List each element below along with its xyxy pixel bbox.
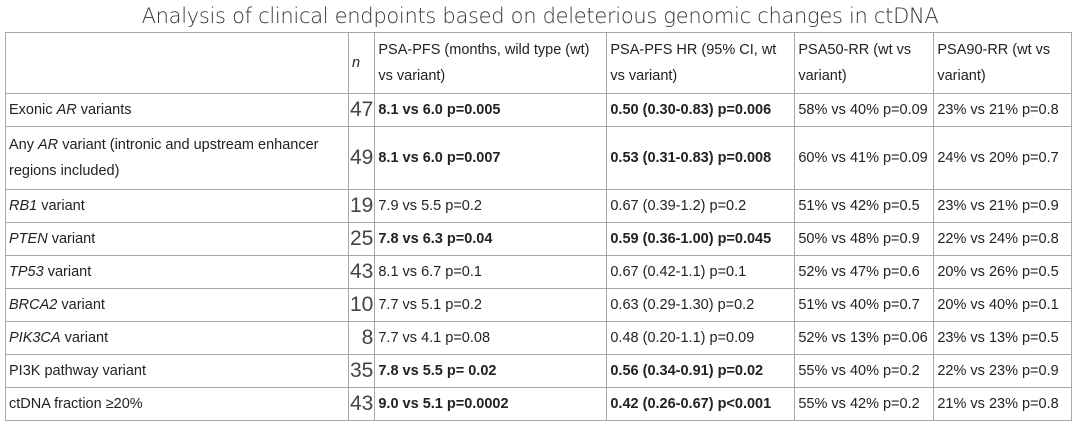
- psa50-rr-cell: 58% vs 40% p=0.09: [794, 93, 935, 127]
- label-text: variants: [76, 102, 132, 118]
- psa50-rr-cell: 50% vs 48% p=0.9: [794, 222, 935, 256]
- n-cell: 25: [347, 222, 376, 256]
- label-text: variant: [60, 330, 109, 346]
- n-cell: 19: [347, 189, 376, 223]
- gene-name: PIK3CA: [9, 330, 61, 346]
- table-row: PTEN variant 25 7.8 vs 6.3 p=0.04 0.59 (0.3…: [5, 222, 1072, 256]
- gene-name: TP53: [9, 264, 44, 280]
- row-label: PTEN variant: [5, 222, 349, 256]
- label-text: variant: [57, 297, 105, 313]
- gene-name: RB1: [9, 198, 38, 214]
- psa-pfs-cell: 8.1 vs 6.0 p=0.007: [374, 126, 608, 190]
- psa-pfs-hr-cell: 0.59 (0.36-1.00) p=0.045: [606, 222, 796, 256]
- table-row: TP53 variant 43 8.1 vs 6.7 p=0.1 0.67 (0.42…: [5, 255, 1072, 289]
- row-label: PI3K pathway variant: [5, 354, 349, 388]
- header-psa90-rr: PSA90-RR (wt vs variant): [933, 32, 1072, 94]
- psa-pfs-cell: 8.1 vs 6.0 p=0.005: [374, 93, 608, 127]
- n-cell: 35: [347, 354, 376, 388]
- label-text: variant: [37, 198, 85, 214]
- psa-pfs-cell: 8.1 vs 6.7 p=0.1: [374, 255, 608, 289]
- psa90-rr-cell: 22% vs 23% p=0.9: [933, 354, 1072, 388]
- row-label: Any AR variant (intronic and upstream en…: [5, 126, 349, 190]
- psa50-rr-cell: 52% vs 13% p=0.06: [794, 321, 935, 355]
- psa90-rr-cell: 23% vs 21% p=0.9: [933, 189, 1072, 223]
- table-row: Any AR variant (intronic and upstream en…: [5, 126, 1072, 190]
- psa-pfs-cell: 9.0 vs 5.1 p=0.0002: [374, 387, 608, 421]
- gene-name: PTEN: [9, 231, 48, 247]
- psa-pfs-hr-cell: 0.42 (0.26-0.67) p<0.001: [606, 387, 796, 421]
- n-cell: 43: [347, 387, 376, 421]
- psa90-rr-cell: 24% vs 20% p=0.7: [933, 126, 1072, 190]
- n-cell: 49: [347, 126, 376, 190]
- header-psa-pfs-hr: PSA-PFS HR (95% CI, wt vs variant): [606, 32, 796, 94]
- row-label: BRCA2 variant: [5, 288, 349, 322]
- psa50-rr-cell: 55% vs 40% p=0.2: [794, 354, 935, 388]
- psa90-rr-cell: 20% vs 40% p=0.1: [933, 288, 1072, 322]
- psa-pfs-hr-cell: 0.67 (0.39-1.2) p=0.2: [606, 189, 796, 223]
- psa50-rr-cell: 51% vs 42% p=0.5: [794, 189, 935, 223]
- table-row: RB1 variant 19 7.9 vs 5.5 p=0.2 0.67 (0.39-…: [5, 189, 1072, 223]
- header-row: n PSA-PFS (months, wild type (wt) vs var…: [5, 32, 1072, 94]
- psa-pfs-hr-cell: 0.48 (0.20-1.1) p=0.09: [606, 321, 796, 355]
- table-row: PI3K pathway variant 35 7.8 vs 5.5 p= 0.02…: [5, 354, 1072, 388]
- label-text: PI3K pathway variant: [9, 363, 147, 379]
- psa90-rr-cell: 20% vs 26% p=0.5: [933, 255, 1072, 289]
- header-psa-pfs: PSA-PFS (months, wild type (wt) vs varia…: [374, 32, 608, 94]
- row-label: ctDNA fraction ≥20%: [5, 387, 349, 421]
- label-text: variant (intronic and upstream enhancer …: [9, 137, 319, 179]
- label-text: variant: [47, 231, 96, 247]
- gene-name: BRCA2: [9, 297, 58, 313]
- label-text: Any: [9, 137, 39, 153]
- psa-pfs-hr-cell: 0.50 (0.30-0.83) p=0.006: [606, 93, 796, 127]
- table-row: PIK3CA variant 8 7.7 vs 4.1 p=0.08 0.48 (0.…: [5, 321, 1072, 355]
- psa-pfs-hr-cell: 0.53 (0.31-0.83) p=0.008: [606, 126, 796, 190]
- psa-pfs-hr-cell: 0.67 (0.42-1.1) p=0.1: [606, 255, 796, 289]
- psa-pfs-cell: 7.8 vs 6.3 p=0.04: [374, 222, 608, 256]
- psa90-rr-cell: 21% vs 23% p=0.8: [933, 387, 1072, 421]
- row-label: RB1 variant: [5, 189, 349, 223]
- psa-pfs-hr-cell: 0.56 (0.34-0.91) p=0.02: [606, 354, 796, 388]
- psa50-rr-cell: 51% vs 40% p=0.7: [794, 288, 935, 322]
- row-label: PIK3CA variant: [5, 321, 349, 355]
- psa90-rr-cell: 22% vs 24% p=0.8: [933, 222, 1072, 256]
- row-label: Exonic AR variants: [5, 93, 349, 127]
- n-cell: 43: [347, 255, 376, 289]
- label-text: variant: [43, 264, 92, 280]
- n-cell: 10: [347, 288, 376, 322]
- label-text: Exonic: [9, 102, 57, 118]
- psa-pfs-cell: 7.7 vs 4.1 p=0.08: [374, 321, 608, 355]
- psa90-rr-cell: 23% vs 21% p=0.8: [933, 93, 1072, 127]
- psa-pfs-cell: 7.9 vs 5.5 p=0.2: [374, 189, 608, 223]
- label-text: ctDNA fraction ≥20%: [9, 396, 143, 412]
- n-cell: 47: [347, 93, 376, 127]
- table-row: Exonic AR variants 47 8.1 vs 6.0 p=0.005 0.…: [5, 93, 1072, 127]
- gene-name: AR: [56, 102, 77, 118]
- psa50-rr-cell: 60% vs 41% p=0.09: [794, 126, 935, 190]
- psa-pfs-cell: 7.7 vs 5.1 p=0.2: [374, 288, 608, 322]
- psa90-rr-cell: 23% vs 13% p=0.5: [933, 321, 1072, 355]
- psa50-rr-cell: 55% vs 42% p=0.2: [794, 387, 935, 421]
- table-title: Analysis of clinical endpoints based on …: [141, 4, 939, 28]
- psa-pfs-hr-cell: 0.63 (0.29-1.30) p=0.2: [606, 288, 796, 322]
- header-n: n: [347, 32, 376, 94]
- row-label: TP53 variant: [5, 255, 349, 289]
- table-row: ctDNA fraction ≥20% 43 9.0 vs 5.1 p=0.0002…: [5, 387, 1072, 421]
- n-cell: 8: [347, 321, 376, 355]
- endpoints-table: n PSA-PFS (months, wild type (wt) vs var…: [5, 32, 1072, 421]
- header-psa50-rr: PSA50-RR (wt vs variant): [794, 32, 935, 94]
- gene-name: AR: [38, 137, 59, 153]
- psa50-rr-cell: 52% vs 47% p=0.6: [794, 255, 935, 289]
- table-row: BRCA2 variant 10 7.7 vs 5.1 p=0.2 0.63 (0.2…: [5, 288, 1072, 322]
- header-label: [5, 32, 349, 94]
- psa-pfs-cell: 7.8 vs 5.5 p= 0.02: [374, 354, 608, 388]
